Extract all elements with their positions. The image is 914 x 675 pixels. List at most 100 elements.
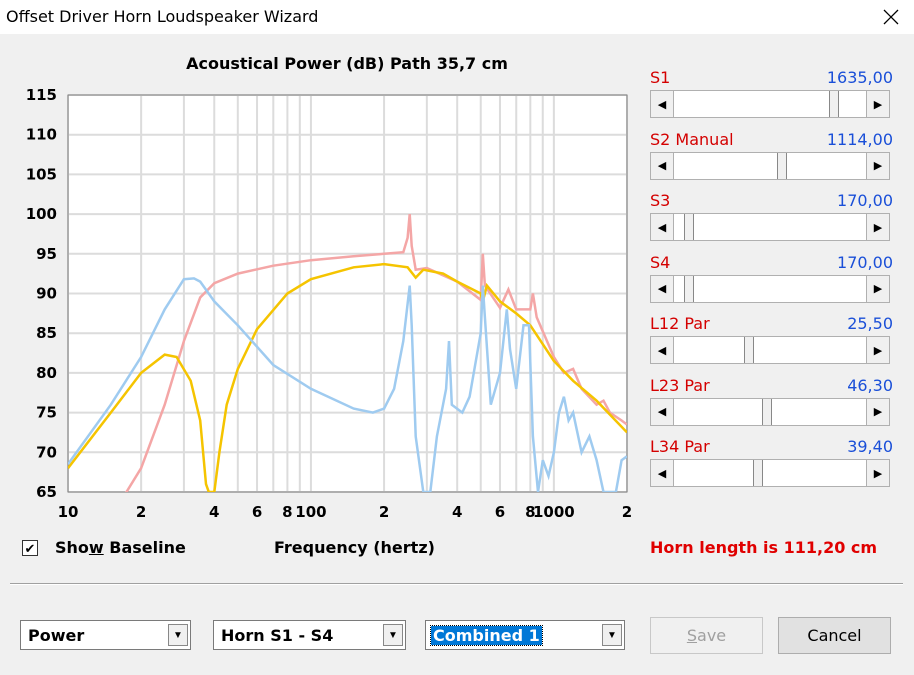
slider-header: S1 1635,00 [650, 68, 893, 90]
x-tick-label: 2 [622, 503, 632, 520]
combination-select[interactable]: Combined 1 ▼ [425, 620, 625, 650]
arrow-right-icon[interactable]: ▶ [866, 91, 889, 117]
arrow-left-icon[interactable]: ◀ [651, 337, 674, 363]
slider-track[interactable]: ◀ ▶ [650, 90, 890, 118]
arrow-left-icon[interactable]: ◀ [651, 91, 674, 117]
y-tick-label: 95 [36, 245, 57, 263]
arrow-left-icon[interactable]: ◀ [651, 214, 674, 240]
slider-value: 39,40 [847, 437, 893, 456]
slider-track[interactable]: ◀ ▶ [650, 459, 890, 487]
arrow-right-icon[interactable]: ▶ [866, 152, 889, 179]
y-tick-label: 75 [36, 404, 57, 422]
slider-value: 46,30 [847, 375, 893, 395]
y-tick-labels: 115 110 105 100 95 90 85 80 75 70 65 [26, 86, 57, 501]
y-tick-label: 110 [26, 126, 57, 144]
arrow-right-icon[interactable]: ▶ [866, 337, 889, 363]
slider-value: 25,50 [847, 314, 893, 333]
slider-value: 1635,00 [826, 68, 893, 87]
x-tick-label: 2 [379, 503, 389, 520]
slider-header: L12 Par 25,50 [650, 314, 893, 336]
slider-6: L34 Par 39,40 ◀ ▶ [650, 437, 893, 487]
series-line-0 [124, 213, 627, 492]
chart-title: Acoustical Power (dB) Path 35,7 cm [186, 54, 508, 73]
slider-header: S4 170,00 [650, 253, 893, 275]
slider-value: 170,00 [837, 191, 893, 210]
y-tick-label: 85 [36, 324, 57, 342]
slider-header: S2 Manual 1114,00 [650, 130, 893, 152]
slider-1: S2 Manual 1114,00 ◀ ▶ [650, 130, 893, 180]
slider-2: S3 170,00 ◀ ▶ [650, 191, 893, 241]
chevron-down-icon[interactable]: ▼ [602, 624, 622, 646]
close-button[interactable] [868, 0, 914, 34]
slider-track[interactable]: ◀ ▶ [650, 336, 890, 364]
slider-4: L12 Par 25,50 ◀ ▶ [650, 314, 893, 364]
arrow-left-icon[interactable]: ◀ [651, 460, 674, 486]
slider-header: L23 Par 46,30 [650, 376, 893, 398]
slider-thumb[interactable] [684, 275, 695, 302]
y-tick-label: 80 [36, 364, 57, 382]
section-value: Horn S1 - S4 [221, 626, 334, 645]
slider-3: S4 170,00 ◀ ▶ [650, 253, 893, 303]
arrow-right-icon[interactable]: ▶ [866, 214, 889, 240]
slider-header: L34 Par 39,40 [650, 437, 893, 459]
arrow-right-icon[interactable]: ▶ [866, 275, 889, 302]
slider-track[interactable]: ◀ ▶ [650, 151, 890, 180]
x-tick-label: 6 [252, 503, 262, 520]
x-tick-label: 6 [495, 503, 505, 520]
slider-track[interactable]: ◀ ▶ [650, 397, 890, 426]
y-tick-label: 70 [36, 443, 57, 461]
arrow-left-icon[interactable]: ◀ [651, 398, 674, 425]
y-tick-label: 105 [26, 165, 57, 183]
slider-name: S2 Manual [650, 129, 734, 149]
x-tick-label: 8 [525, 503, 535, 520]
chevron-down-icon[interactable]: ▼ [168, 624, 188, 646]
slider-name: S4 [650, 252, 671, 272]
baseline-label[interactable]: Show Baseline [55, 538, 186, 557]
y-tick-label: 100 [26, 205, 57, 223]
slider-track[interactable]: ◀ ▶ [650, 274, 890, 303]
section-select[interactable]: Horn S1 - S4 ▼ [213, 620, 406, 650]
slider-thumb[interactable] [762, 398, 773, 425]
x-tick-label: 4 [452, 503, 462, 520]
arrow-left-icon[interactable]: ◀ [651, 152, 674, 179]
slider-name: S3 [650, 191, 671, 210]
slider-value: 170,00 [837, 252, 893, 272]
cancel-button[interactable]: Cancel [778, 617, 891, 654]
horn-length-status: Horn length is 111,20 cm [650, 538, 878, 557]
slider-header: S3 170,00 [650, 191, 893, 213]
slider-5: L23 Par 46,30 ◀ ▶ [650, 376, 893, 426]
series-line-1 [68, 262, 627, 492]
close-icon [883, 9, 899, 25]
slider-thumb[interactable] [743, 337, 754, 363]
combination-value: Combined 1 [430, 625, 543, 646]
x-tick-label: 8 [282, 503, 292, 520]
plot-type-select[interactable]: Power ▼ [20, 620, 191, 650]
arrow-right-icon[interactable]: ▶ [866, 398, 889, 425]
title-bar: Offset Driver Horn Loudspeaker Wizard [0, 0, 914, 34]
window-title: Offset Driver Horn Loudspeaker Wizard [6, 7, 319, 26]
y-tick-label: 115 [26, 86, 57, 104]
slider-track[interactable]: ◀ ▶ [650, 213, 890, 241]
slider-name: S1 [650, 68, 671, 87]
slider-value: 1114,00 [826, 129, 893, 149]
x-tick-label: 4 [209, 503, 219, 520]
slider-0: S1 1635,00 ◀ ▶ [650, 68, 893, 118]
x-tick-label: 100 [295, 503, 326, 520]
x-tick-label: 10 [58, 503, 79, 520]
slider-thumb[interactable] [684, 214, 695, 240]
slider-thumb[interactable] [829, 91, 840, 117]
slider-thumb[interactable] [777, 152, 788, 179]
baseline-checkbox[interactable]: ✔ [22, 540, 38, 556]
y-tick-label: 65 [36, 483, 57, 501]
slider-name: L12 Par [650, 314, 710, 333]
chevron-down-icon[interactable]: ▼ [383, 624, 403, 646]
slider-thumb[interactable] [752, 460, 763, 486]
arrow-left-icon[interactable]: ◀ [651, 275, 674, 302]
plot-type-value: Power [28, 626, 85, 645]
arrow-right-icon[interactable]: ▶ [866, 460, 889, 486]
curves [68, 213, 627, 492]
x-tick-label: 2 [136, 503, 146, 520]
